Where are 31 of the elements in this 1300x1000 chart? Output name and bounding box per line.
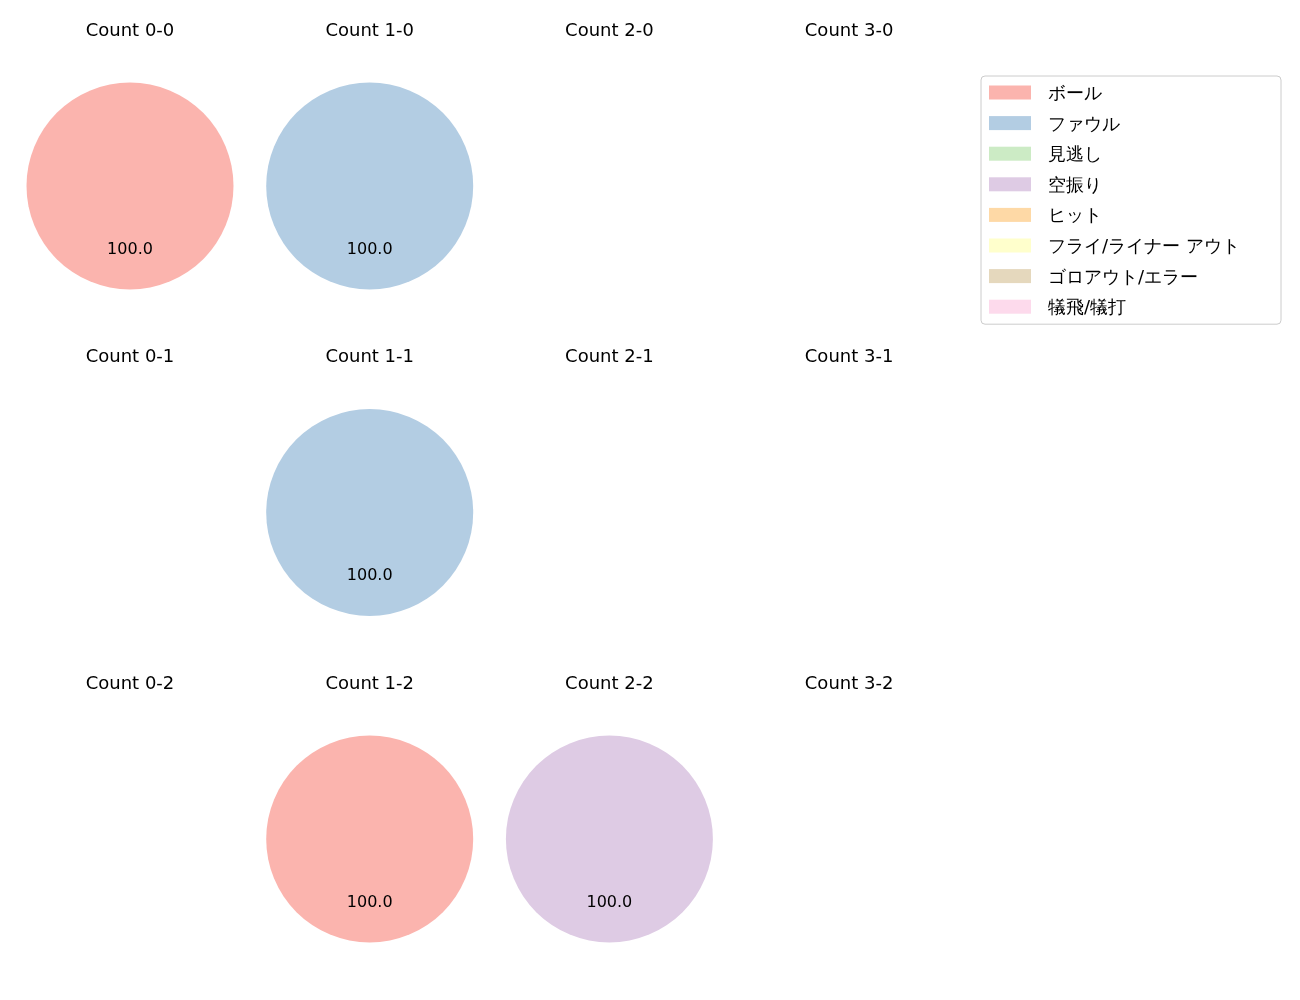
text: Count 3-0: [804, 18, 894, 40]
data-label: 100.0: [586, 891, 633, 911]
legend-label: 空振り: [1048, 173, 1102, 195]
legend-label: ゴロアウト/エラー: [1048, 265, 1199, 287]
data-label: 100.0: [346, 565, 393, 585]
legend-item: 見逃し: [989, 143, 1102, 165]
text: Count 0-2: [85, 671, 175, 693]
chart-title: Count 0-0: [85, 18, 175, 40]
data-label: 100.0: [107, 238, 153, 258]
legend-label: フライ/ライナー アウト: [1048, 235, 1240, 256]
chart-title: Count 1-2: [325, 671, 414, 693]
legend-item: ヒット: [989, 204, 1102, 226]
legend-item: 空振り: [989, 173, 1102, 195]
chart-title: Count 2-2: [565, 671, 654, 693]
text: Count 2-0: [565, 18, 654, 40]
legend-item: ゴロアウト/エラー: [989, 265, 1199, 287]
legend-label: ボール: [1048, 82, 1102, 103]
text: Count 0-1: [85, 345, 175, 366]
legend-item: フライ/ライナー アウト: [989, 235, 1240, 256]
legend-label: ファウル: [1048, 112, 1120, 134]
text: Count 3-2: [804, 671, 894, 693]
legend-label: 見逃し: [1048, 143, 1102, 165]
data-label: 100.0: [346, 891, 393, 911]
legend-item: 犠飛/犠打: [989, 296, 1127, 318]
legend-label: ヒット: [1048, 204, 1102, 226]
legend-item: ボール: [989, 82, 1102, 103]
text: Count 2-1: [565, 345, 654, 366]
text: Count 3-1: [804, 345, 894, 366]
legend-item: ファウル: [989, 112, 1120, 134]
legend-label: 犠飛/犠打: [1048, 296, 1127, 318]
chart-title: Count 1-1: [325, 345, 414, 366]
